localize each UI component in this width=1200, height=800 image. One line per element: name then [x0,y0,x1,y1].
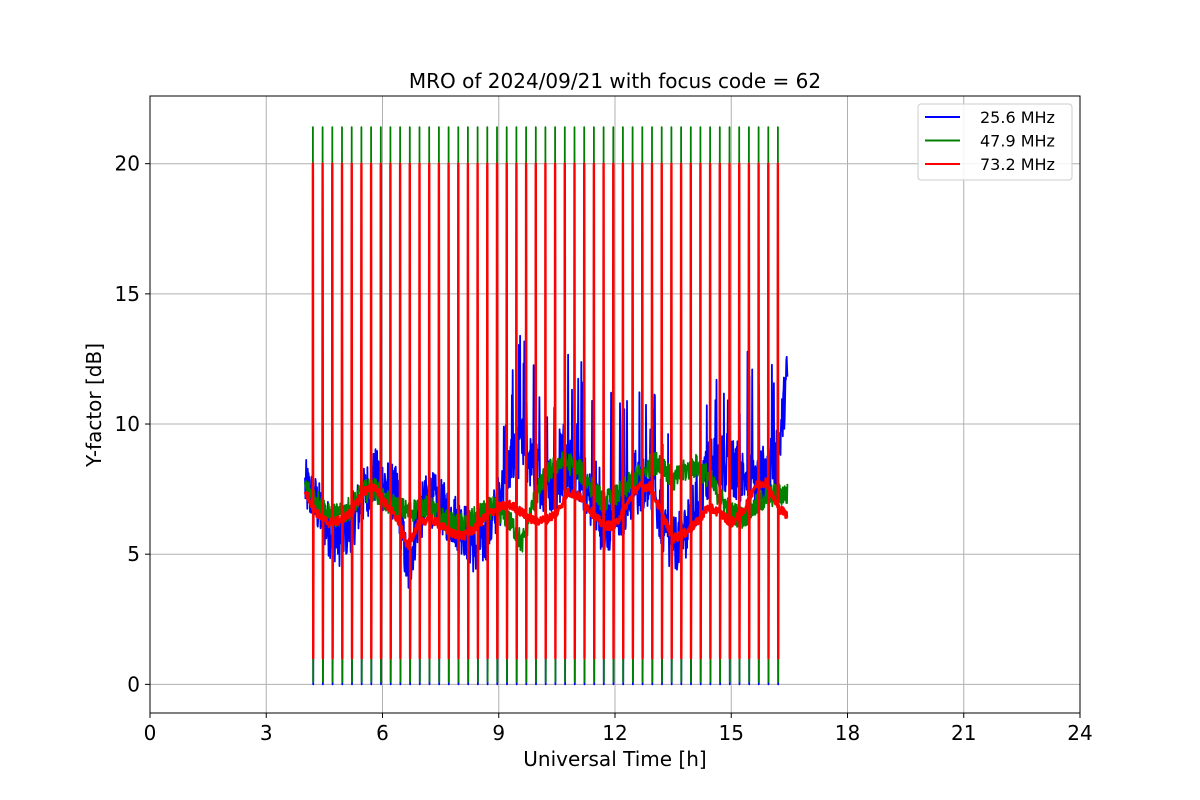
y-tick-label: 20 [115,152,140,176]
x-axis-ticks: 0 3 6 9 12 15 18 21 24 [144,713,1093,745]
plot-area [303,126,789,686]
x-tick-label: 3 [260,721,273,745]
x-tick-label: 12 [602,721,627,745]
y-axis-title: Y-factor [dB] [82,343,106,468]
y-tick-label: 10 [115,412,140,436]
x-tick-label: 9 [492,721,505,745]
x-tick-label: 6 [376,721,389,745]
x-tick-label: 0 [144,721,157,745]
legend-box [917,103,1073,181]
x-tick-label: 18 [835,721,860,745]
x-axis-title: Universal Time [h] [523,747,706,771]
legend-label: 25.6 MHz [980,108,1055,127]
chart-title: MRO of 2024/09/21 with focus code = 62 [409,69,821,93]
x-tick-label: 21 [951,721,976,745]
y-tick-label: 0 [127,672,140,696]
y-tick-label: 15 [115,282,140,306]
x-tick-label: 15 [719,721,744,745]
series-line-73-2-mhz [303,162,789,660]
legend-label: 73.2 MHz [980,155,1055,174]
legend-label: 47.9 MHz [980,132,1055,151]
legend: 25.6 MHz 47.9 MHz 73.2 MHz [917,103,1073,181]
y-axis-ticks: 0 5 10 15 20 [115,152,150,696]
y-tick-label: 5 [127,542,140,566]
x-tick-label: 24 [1067,721,1092,745]
